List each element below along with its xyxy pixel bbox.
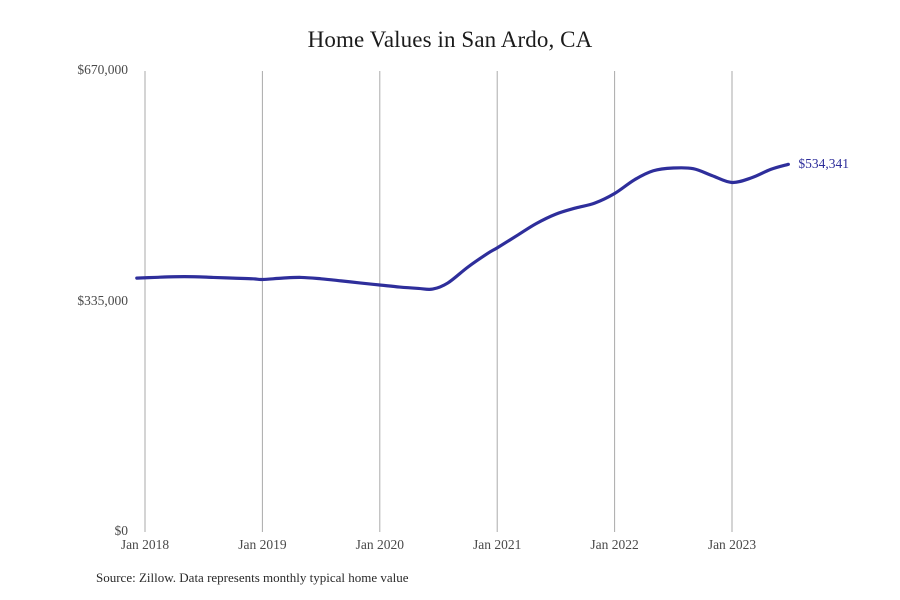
x-tick-label-0: Jan 2018 bbox=[120, 537, 170, 552]
y-tick-label-0: $670,000 bbox=[77, 62, 128, 77]
y-axis-tick-labels: $670,000 $335,000 $0 bbox=[18, 0, 128, 600]
series-paths-group bbox=[135, 162, 790, 292]
x-tick-label-3: Jan 2021 bbox=[473, 537, 522, 552]
source-note: Source: Zillow. Data represents monthly … bbox=[96, 570, 409, 585]
series-end-value-label: $534,341 bbox=[798, 156, 849, 172]
chart-title: Home Values in San Ardo, CA bbox=[307, 27, 593, 52]
x-tick-label-1: Jan 2019 bbox=[238, 537, 287, 552]
x-tick-label-4: Jan 2022 bbox=[590, 537, 639, 552]
series-line-0 bbox=[135, 162, 790, 292]
y-tick-label-2: $0 bbox=[114, 523, 129, 538]
gridlines-group bbox=[144, 71, 733, 532]
x-tick-label-2: Jan 2020 bbox=[355, 537, 404, 552]
y-tick-label-1: $335,000 bbox=[77, 292, 128, 308]
x-tick-label-5: Jan 2023 bbox=[707, 537, 757, 552]
